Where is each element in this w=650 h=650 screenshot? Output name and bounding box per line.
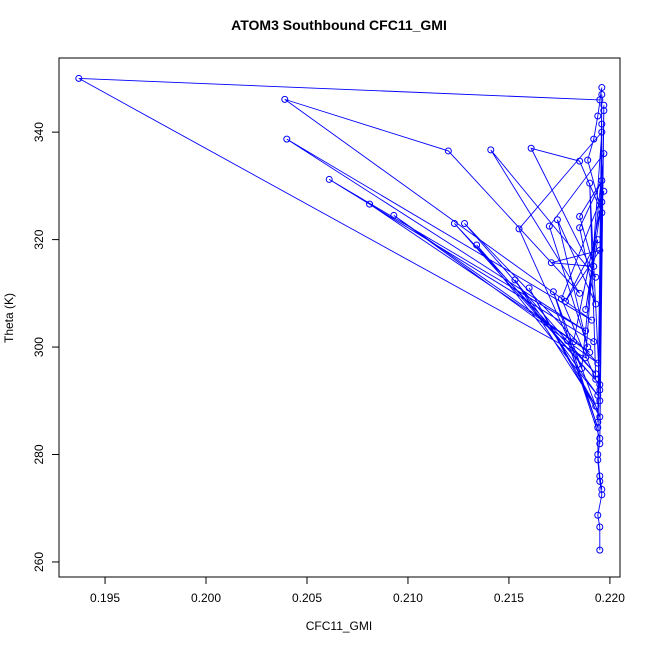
point (600, 107, 608, 115)
point (592, 375, 600, 383)
point (594, 451, 602, 459)
point (598, 176, 606, 184)
point (281, 95, 289, 103)
point (598, 84, 606, 92)
x-tick-label: 0.210 (393, 591, 423, 605)
point (547, 259, 555, 267)
point (592, 370, 600, 378)
point (390, 211, 398, 219)
point (600, 187, 608, 195)
point (576, 289, 584, 297)
point (590, 135, 598, 143)
point (598, 120, 606, 128)
y-axis-label: Theta (K) (2, 293, 16, 343)
point (527, 144, 535, 152)
point (596, 546, 604, 554)
point (325, 175, 333, 183)
point (582, 354, 590, 362)
y-tick-label: 280 (32, 444, 46, 464)
point (525, 284, 533, 292)
point (75, 74, 83, 82)
point (596, 434, 604, 442)
point (576, 224, 584, 232)
point (600, 150, 608, 158)
point (598, 485, 606, 493)
x-tick-label: 0.220 (595, 591, 625, 605)
point (596, 386, 604, 394)
point (594, 112, 602, 120)
y-tick-label: 300 (32, 337, 46, 357)
point (582, 327, 590, 335)
point (450, 219, 458, 227)
point (596, 246, 604, 254)
point (596, 523, 604, 531)
y-tick-label: 260 (32, 552, 46, 572)
point (553, 216, 561, 224)
x-tick-label: 0.205 (292, 591, 322, 605)
x-tick-label: 0.215 (494, 591, 524, 605)
point (584, 343, 592, 351)
x-tick-label: 0.195 (90, 591, 120, 605)
point (596, 397, 604, 405)
point (570, 338, 578, 346)
point (598, 198, 606, 206)
point (598, 491, 606, 499)
point (557, 295, 565, 303)
point (283, 135, 291, 143)
point (578, 365, 586, 373)
point (598, 128, 606, 136)
point (596, 381, 604, 389)
point (563, 337, 571, 345)
point (594, 418, 602, 426)
point (592, 300, 600, 308)
point (592, 273, 600, 281)
point (598, 209, 606, 217)
point (366, 200, 374, 208)
point (598, 91, 606, 99)
point (594, 456, 602, 464)
point (461, 219, 469, 227)
point (487, 146, 495, 154)
point (600, 101, 608, 109)
x-tick-label: 0.200 (191, 591, 221, 605)
point (545, 222, 553, 230)
point (594, 359, 602, 367)
y-tick-label: 340 (32, 122, 46, 142)
chart-title: ATOM3 Southbound CFC11_GMI (231, 17, 447, 33)
point (588, 316, 596, 324)
point (590, 338, 598, 346)
point (584, 156, 592, 164)
point (473, 241, 481, 249)
point (596, 477, 604, 485)
point (594, 424, 602, 432)
series-line (78, 77, 605, 551)
point (582, 305, 590, 313)
point (576, 157, 584, 165)
point (511, 276, 519, 284)
x-axis-label: CFC11_GMI (306, 619, 372, 633)
point (594, 236, 602, 244)
plot-frame (58, 57, 621, 578)
point (596, 472, 604, 480)
point (590, 262, 598, 270)
y-tick-label: 320 (32, 229, 46, 249)
point (586, 179, 594, 187)
point (592, 402, 600, 410)
point (576, 212, 584, 220)
point (515, 225, 523, 233)
point (594, 511, 602, 519)
point (444, 147, 452, 155)
point (549, 288, 557, 296)
point (596, 440, 604, 448)
